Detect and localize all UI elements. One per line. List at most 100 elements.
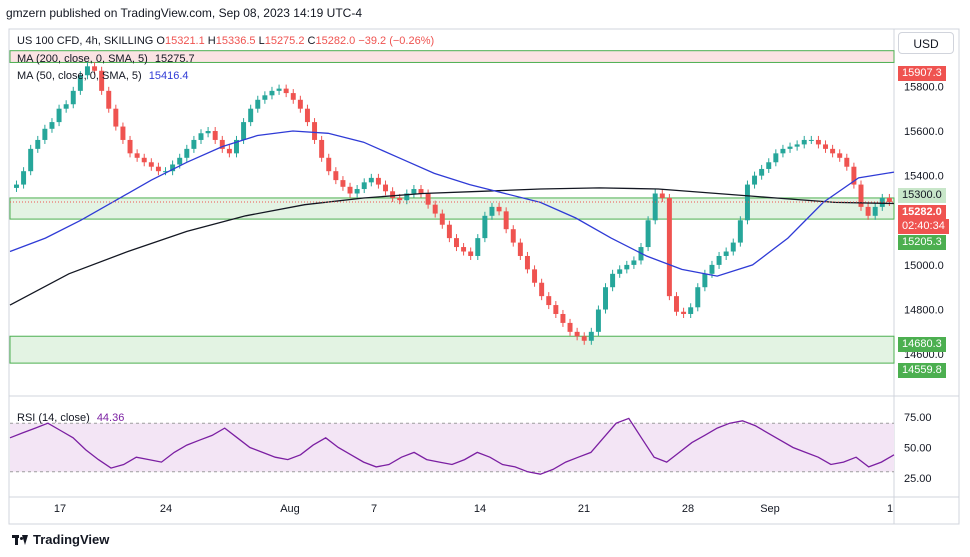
candle-body (524, 255, 530, 270)
candle-body (49, 122, 55, 129)
candle-body (482, 215, 488, 239)
currency-button[interactable]: USD (898, 32, 954, 54)
chart-frame (8, 28, 960, 525)
candle-body (546, 296, 552, 306)
candle-body (120, 126, 126, 140)
candle-body (219, 139, 225, 149)
candle-body (702, 273, 708, 288)
ma50-legend[interactable]: MA (50, close, 0, SMA, 5) 15416.4 (17, 70, 189, 82)
candle-body (141, 157, 147, 163)
candle-body (794, 144, 800, 147)
price-tick-label: 14600.0 (904, 349, 944, 361)
last-price-tag: 15282.0 (898, 205, 946, 220)
x-tick-label: 17 (54, 503, 66, 515)
rsi-tick-label: 25.00 (904, 473, 932, 485)
ma200-value: 15275.7 (154, 53, 195, 65)
candle-body (446, 224, 452, 239)
resistance-tag: 15300.0 (898, 188, 946, 203)
candle-body (844, 157, 850, 167)
candle-body (886, 197, 892, 202)
candle-body (205, 131, 211, 134)
zone-1 (9, 197, 895, 220)
candle-body (837, 153, 843, 158)
candle-body (723, 251, 729, 256)
candle-body (617, 269, 623, 274)
candle-body (439, 213, 445, 225)
candle-body (425, 193, 431, 205)
zone-0 (9, 50, 895, 63)
ma50-label: MA (50, close, 0, SMA, 5) (17, 70, 142, 82)
open-value: O15321.1 (156, 35, 205, 47)
candle-body (851, 166, 857, 185)
x-tick-label: 21 (578, 503, 590, 515)
rsi-legend[interactable]: RSI (14, close) 44.36 (17, 412, 124, 424)
candle-body (532, 269, 538, 283)
support-bottom-tag: 14559.8 (898, 363, 946, 378)
candle-body (297, 99, 303, 109)
candle-body (134, 153, 140, 158)
candle-body (603, 287, 608, 310)
candle-body (787, 146, 793, 149)
candle-body (595, 309, 601, 332)
candle-body (404, 193, 410, 201)
candle-body (340, 180, 346, 187)
candle-body (92, 66, 98, 71)
countdown-tag: 02:40:34 (898, 219, 949, 234)
candle-body (77, 75, 83, 91)
candle-body (737, 220, 743, 243)
candle-body (567, 322, 573, 332)
candle-body (411, 189, 417, 194)
price-tick-label: 15000.0 (904, 260, 944, 272)
candle-body (610, 273, 616, 288)
candle-body (226, 148, 232, 154)
candle-body (170, 164, 176, 172)
candle-body (517, 242, 523, 256)
candle-body (461, 247, 467, 252)
rsi-band (10, 423, 894, 472)
x-tick-label: 7 (371, 503, 377, 515)
candle-body (212, 131, 218, 140)
ma200-legend[interactable]: MA (200, close, 0, SMA, 5) 15275.7 (17, 53, 195, 65)
symbol-name: US 100 CFD, 4h, SKILLING (17, 35, 154, 47)
low-value: L15275.2 (258, 35, 305, 47)
candle-body (709, 264, 715, 274)
candle-body (830, 148, 836, 154)
candle-body (872, 206, 878, 216)
candle-body (184, 148, 190, 158)
candle-body (304, 108, 310, 123)
candle-body (510, 229, 516, 243)
candle-body (269, 90, 275, 96)
candle-body (84, 66, 90, 76)
candle-body (354, 189, 360, 194)
candle-body (21, 171, 27, 185)
candle-body (368, 177, 374, 183)
candle-body (35, 139, 41, 149)
rsi-tick-label: 75.00 (904, 412, 932, 424)
candle-body (744, 184, 750, 221)
ma50-line (9, 130, 895, 277)
zone-2 (9, 335, 895, 364)
publisher-header: gmzern published on TradingView.com, Sep… (6, 6, 362, 20)
candle-body (815, 139, 821, 145)
zone-top-tag: 15907.3 (898, 66, 946, 81)
candle-body (113, 108, 119, 127)
candle-body (248, 108, 254, 123)
candle-body (553, 305, 559, 314)
candle-body (674, 296, 679, 312)
x-tick-label: 24 (160, 503, 172, 515)
candle-body (333, 171, 339, 181)
candle-body (766, 162, 772, 169)
candle-body (56, 108, 62, 123)
candle-body (823, 144, 828, 149)
x-tick-label: 14 (474, 503, 486, 515)
candle-body (42, 128, 48, 140)
candle-body (14, 184, 19, 188)
candle-body (28, 148, 34, 172)
tradingview-logo[interactable]: TradingView (12, 532, 109, 547)
candle-body (283, 88, 289, 94)
candle-body (262, 95, 268, 100)
x-tick-label: Sep (760, 503, 780, 515)
support-tag: 15205.3 (898, 235, 946, 250)
candle-body (588, 331, 594, 341)
